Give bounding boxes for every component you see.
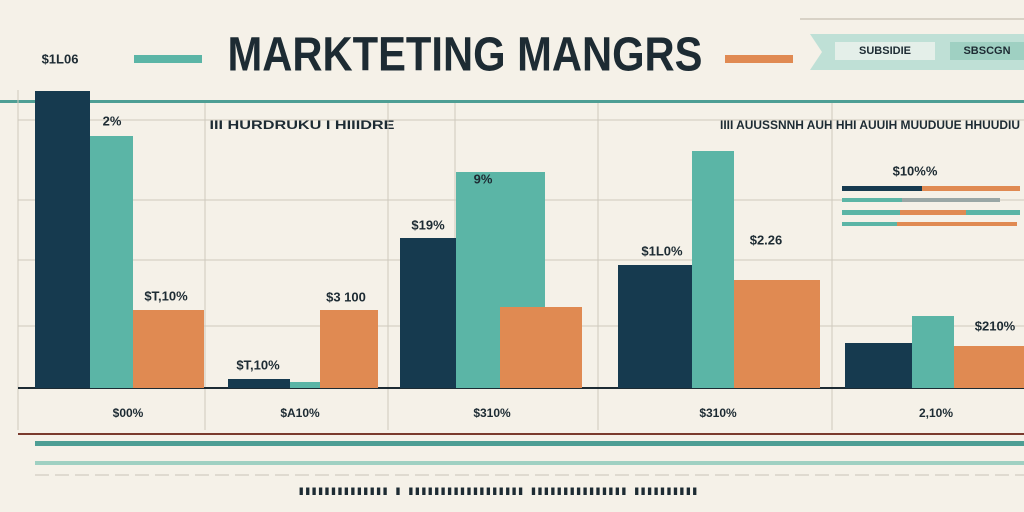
footer-rule bbox=[35, 461, 1024, 465]
annotation: $10%% bbox=[893, 163, 938, 178]
x-tick-label: $310% bbox=[699, 406, 737, 420]
bar bbox=[290, 382, 320, 388]
header-rule bbox=[800, 18, 1024, 20]
annotation: $1L06 bbox=[42, 51, 79, 66]
annotation: 9% bbox=[474, 171, 493, 186]
annotation: $T,10% bbox=[144, 288, 188, 303]
bar bbox=[845, 343, 912, 388]
chart-title: MARKTETING MANGRS bbox=[228, 29, 703, 82]
subtitle: IIII AUUSSNNH AUH HHI AUUIH MUUDUUE HHUU… bbox=[720, 118, 1020, 132]
bar bbox=[692, 151, 734, 388]
bar bbox=[90, 136, 133, 388]
header-tab-label: SUBSIDIE bbox=[859, 45, 911, 57]
bar bbox=[734, 280, 820, 388]
annotation: $1L0% bbox=[641, 243, 683, 258]
header-tab bbox=[950, 42, 1024, 60]
bar bbox=[500, 307, 582, 388]
header-tab bbox=[835, 42, 935, 60]
bar bbox=[618, 265, 692, 388]
bar bbox=[35, 91, 90, 388]
x-tick-label: $A10% bbox=[280, 406, 320, 420]
annotation: 2% bbox=[103, 113, 122, 128]
header-tab-label: SBSCGN bbox=[963, 45, 1010, 57]
bar bbox=[133, 310, 204, 388]
title-accent bbox=[725, 55, 793, 63]
footer-text: IIIIIIIIIIIIII I IIIIIIIIIIIIIIIIII IIII… bbox=[298, 486, 698, 498]
x-tick-label: 2,10% bbox=[919, 406, 953, 420]
footer-rule bbox=[18, 433, 1024, 435]
annotation: $210% bbox=[975, 318, 1016, 333]
bar bbox=[400, 238, 456, 388]
title-accent bbox=[134, 55, 202, 63]
annotation: $2.26 bbox=[750, 232, 783, 247]
bar bbox=[228, 379, 290, 388]
mini-bars bbox=[842, 186, 1020, 226]
subtitle: III HURDRUKU I HIIIDRE bbox=[210, 118, 395, 132]
x-tick-label: $00% bbox=[113, 406, 144, 420]
bar bbox=[912, 316, 954, 388]
header-rule bbox=[0, 100, 1024, 103]
annotation: $19% bbox=[411, 217, 445, 232]
bar bbox=[954, 346, 1024, 388]
bar bbox=[320, 310, 378, 388]
annotation: $T,10% bbox=[236, 357, 280, 372]
x-tick-label: $310% bbox=[473, 406, 511, 420]
footer-rule bbox=[35, 441, 1024, 446]
annotation: $3 100 bbox=[326, 289, 366, 304]
